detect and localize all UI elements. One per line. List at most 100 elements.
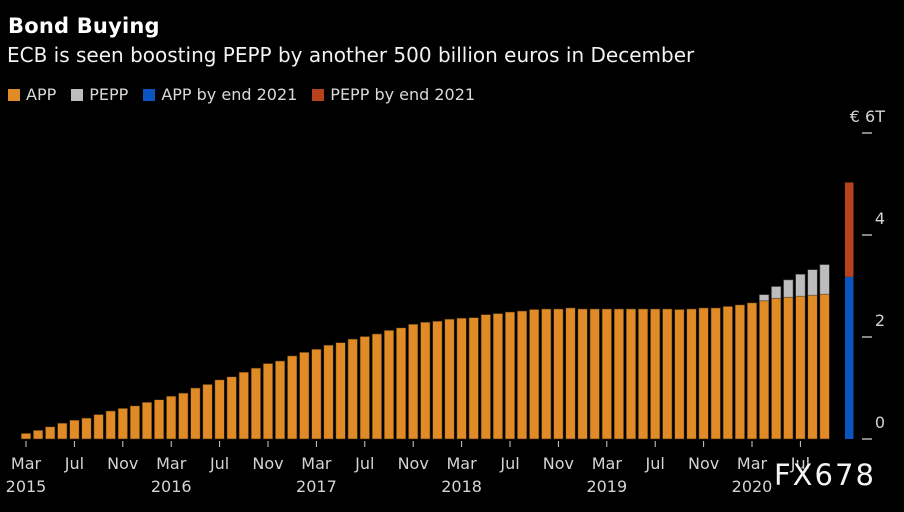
x-tick-label-month: Mar (447, 454, 478, 473)
x-tick-label-month: Jul (645, 454, 665, 473)
bar-app (638, 308, 649, 440)
x-tick-label-year: 2020 (732, 477, 773, 496)
bar-pepp (807, 269, 818, 296)
x-tick-label-month: Nov (688, 454, 719, 473)
x-tick-label-month: Nov (398, 454, 429, 473)
bar-app (674, 309, 685, 440)
bar-app (408, 323, 419, 440)
bar-app (759, 300, 770, 440)
bar-app (141, 401, 153, 440)
y-tick-label: 0 (875, 413, 885, 432)
bar-app (517, 310, 528, 440)
bar-app (819, 293, 830, 440)
bar-pepp (759, 294, 770, 302)
legend-item-pepp-2021: PEPP by end 2021 (312, 85, 475, 104)
bar-app (202, 384, 213, 440)
bar-app (214, 379, 225, 440)
bar-app (625, 308, 637, 440)
bar-app (420, 321, 431, 440)
bar-app (190, 387, 201, 440)
bar-app (468, 317, 479, 440)
bar-app (432, 320, 443, 440)
x-tick-label-year: 2019 (586, 477, 627, 496)
bar-app (311, 348, 322, 440)
bar-app (746, 302, 758, 440)
legend-swatch-pepp-2021 (312, 88, 325, 101)
bar-app (359, 336, 370, 440)
bar-app (287, 355, 298, 440)
x-tick-label-year: 2018 (441, 477, 482, 496)
y-tick-label: 4 (875, 209, 885, 228)
bar-app (117, 408, 128, 440)
bar-app (105, 410, 116, 440)
bar-app (650, 308, 661, 440)
bar-app (613, 308, 624, 440)
bar-app (807, 294, 818, 440)
legend-swatch-app (8, 88, 20, 101)
bar-app (396, 327, 407, 440)
x-tick-label-month: Nov (543, 454, 574, 473)
bar-app (335, 342, 346, 440)
bar-app (565, 307, 576, 440)
legend-swatch-app-2021 (143, 88, 156, 101)
x-tick-label-year: 2017 (296, 477, 337, 496)
bar-app (480, 314, 491, 440)
bar-app (722, 306, 733, 440)
bar-app (795, 295, 806, 440)
bar-app (154, 399, 165, 440)
bar-app (577, 308, 588, 440)
bar-app (166, 395, 177, 440)
bar-app (589, 308, 600, 440)
bar-app (771, 297, 782, 440)
bar-app (93, 414, 104, 440)
x-tick-label-month: Jul (499, 454, 519, 473)
legend-item-pepp: PEPP (71, 85, 128, 104)
legend-label-pepp: PEPP (89, 85, 129, 104)
bar-app (492, 313, 503, 440)
legend-item-app-2021: APP by end 2021 (143, 85, 297, 104)
watermark: FX678 (774, 458, 876, 492)
bar-app (383, 330, 395, 440)
legend: APP PEPP APP by end 2021 PEPP by end 202… (8, 85, 490, 104)
x-tick-label-month: Nov (107, 454, 138, 473)
legend-swatch-pepp (71, 88, 84, 101)
bar-app (81, 417, 92, 440)
chart-subtitle: ECB is seen boosting PEPP by another 500… (7, 43, 695, 67)
x-tick-label-year: 2015 (6, 477, 47, 496)
bar-app (710, 307, 721, 440)
x-tick-label-year: 2016 (151, 477, 192, 496)
legend-label-app: APP (26, 85, 57, 104)
bar-app (275, 360, 286, 440)
bar-app (553, 308, 564, 440)
bar-pepp (795, 273, 806, 297)
bar-pepp (819, 264, 830, 295)
bar-app (529, 309, 540, 440)
bar-app (262, 363, 274, 440)
y-tick-label: 2 (875, 311, 885, 330)
bar-app (250, 367, 261, 440)
x-tick-label-month: Jul (64, 454, 84, 473)
bar-app (45, 426, 56, 440)
projection-bar-group (845, 182, 854, 439)
x-tick-label-month: Jul (790, 454, 810, 473)
legend-item-app: APP (8, 85, 56, 104)
chart-title: Bond Buying (8, 14, 160, 38)
bar-app (57, 422, 68, 440)
bar-app (226, 376, 237, 440)
legend-label-pepp-2021: PEPP by end 2021 (330, 85, 476, 104)
bar-app (323, 344, 334, 440)
bar-app (20, 433, 32, 440)
bar-app (504, 311, 516, 440)
x-tick-label-month: Mar (11, 454, 42, 473)
bar-app (299, 351, 310, 440)
bars-group (20, 264, 830, 440)
bar-app (662, 308, 673, 440)
bar-app (69, 419, 80, 440)
bar-app (783, 296, 794, 440)
bar-app (371, 333, 382, 440)
legend-label-app-2021: APP by end 2021 (161, 85, 298, 104)
bar-app (33, 430, 44, 440)
bar-app (178, 392, 189, 440)
bar-app (347, 338, 358, 440)
